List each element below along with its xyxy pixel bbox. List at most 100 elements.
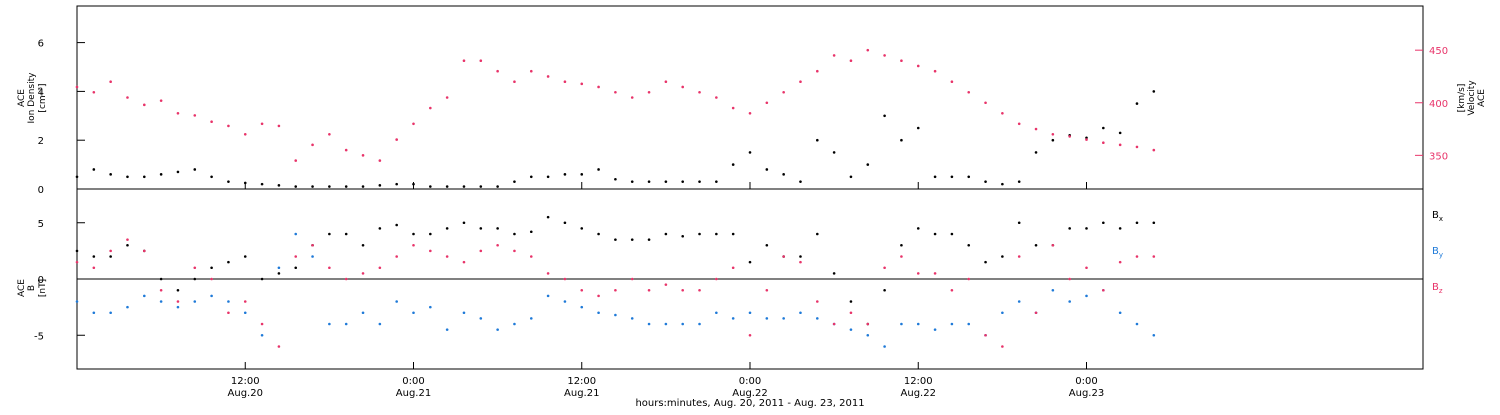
bottom-data-point xyxy=(496,243,499,247)
top-data-point xyxy=(799,180,802,183)
bottom-data-point xyxy=(1085,227,1088,230)
bottom-data-point xyxy=(967,277,971,281)
bottom-data-point xyxy=(782,255,785,258)
top-data-point xyxy=(311,143,314,147)
top-data-point xyxy=(1118,143,1122,147)
bottom-data-point xyxy=(647,322,651,326)
top-data-point xyxy=(580,82,584,86)
top-data-point xyxy=(597,85,600,89)
top-data-point xyxy=(698,90,701,94)
bottom-data-point xyxy=(748,311,752,315)
x-tick-label-date: Aug.22 xyxy=(732,388,767,399)
top-data-point xyxy=(126,175,129,179)
bottom-data-point xyxy=(479,227,483,230)
bottom-data-point xyxy=(159,277,163,281)
bottom-data-point xyxy=(210,277,213,281)
bottom-data-point xyxy=(529,255,533,258)
top-left-axis-label-line2: Ion Density xyxy=(27,72,37,124)
top-data-point xyxy=(429,185,432,188)
bottom-data-point xyxy=(1017,221,1021,225)
top-data-point xyxy=(832,54,836,57)
bottom-data-point xyxy=(479,249,483,253)
bottom-data-point xyxy=(580,288,584,292)
bottom-data-point xyxy=(563,277,567,281)
bottom-data-point xyxy=(496,227,499,230)
bottom-data-point xyxy=(92,266,96,270)
top-right-tick-label: 350 xyxy=(1429,151,1448,162)
bottom-data-point xyxy=(328,266,331,270)
top-data-point xyxy=(361,185,365,188)
bottom-data-point xyxy=(243,311,247,315)
top-data-point xyxy=(782,173,785,176)
bottom-data-point xyxy=(799,260,802,264)
top-data-point xyxy=(950,80,954,84)
top-data-point xyxy=(933,69,937,73)
bottom-data-point xyxy=(328,232,331,236)
top-data-point xyxy=(412,122,415,126)
bottom-data-point xyxy=(1034,311,1038,315)
top-data-point xyxy=(395,182,398,186)
bottom-data-point xyxy=(546,215,550,219)
top-data-point xyxy=(109,173,112,176)
bottom-data-point xyxy=(799,311,802,315)
bottom-data-point xyxy=(816,317,819,320)
bottom-data-point xyxy=(681,234,684,238)
top-data-point xyxy=(816,138,819,142)
bottom-data-point xyxy=(1017,300,1021,303)
top-data-point xyxy=(916,64,920,68)
top-data-point xyxy=(782,90,785,94)
bottom-data-point xyxy=(765,243,769,247)
bottom-data-point xyxy=(1135,221,1139,225)
top-data-point xyxy=(210,120,213,123)
top-right-tick-label: 450 xyxy=(1429,46,1448,57)
top-data-point xyxy=(328,185,331,188)
top-data-point xyxy=(563,173,567,176)
top-data-point xyxy=(866,48,870,52)
top-data-point xyxy=(630,96,634,99)
bottom-data-point xyxy=(698,322,701,326)
x-tick-label-time: 12:00 xyxy=(567,376,596,387)
bottom-data-point xyxy=(1085,266,1088,270)
bottom-data-point xyxy=(109,311,112,315)
top-data-point xyxy=(614,90,617,94)
x-tick-label-time: 0:00 xyxy=(402,376,424,387)
bottom-data-point xyxy=(916,272,920,275)
top-data-point xyxy=(143,175,146,179)
bottom-data-point xyxy=(664,322,668,326)
bottom-data-point xyxy=(412,243,415,247)
bottom-data-point xyxy=(967,322,971,326)
top-data-point xyxy=(176,170,180,174)
bottom-data-point xyxy=(429,249,432,253)
bottom-data-point xyxy=(193,300,197,303)
top-data-point xyxy=(1085,136,1088,140)
top-data-point xyxy=(311,185,314,188)
top-data-point xyxy=(176,111,180,115)
bottom-data-point xyxy=(462,311,466,315)
top-data-point xyxy=(1001,111,1004,115)
bottom-data-point xyxy=(75,260,79,264)
bottom-data-point xyxy=(210,294,213,298)
x-tick-label-time: 12:00 xyxy=(231,376,260,387)
bottom-data-point xyxy=(1017,255,1021,258)
bottom-data-point xyxy=(647,238,651,241)
bottom-data-point xyxy=(950,322,954,326)
top-data-point xyxy=(731,106,735,110)
bottom-data-point xyxy=(883,288,886,292)
bottom-data-point xyxy=(597,232,600,236)
bottom-left-axis: -5 0 5 xyxy=(34,219,85,342)
top-data-point xyxy=(496,185,499,188)
time-axis: 12:00Aug.200:00Aug.2112:00Aug.210:00Aug.… xyxy=(228,182,1104,399)
top-data-point xyxy=(883,54,886,57)
bottom-data-point xyxy=(866,322,870,326)
x-tick-label-date: Aug.21 xyxy=(564,388,599,399)
top-data-point xyxy=(277,184,281,187)
legend-entry-bx: Bx xyxy=(1432,210,1443,223)
x-axis-label: hours:minutes, Aug. 20, 2011 - Aug. 23, … xyxy=(635,398,864,409)
bottom-data-point xyxy=(1152,333,1156,337)
bottom-data-point xyxy=(765,288,769,292)
top-data-points xyxy=(75,48,1156,188)
bottom-data-point xyxy=(378,227,382,230)
bottom-data-point xyxy=(361,311,365,315)
top-data-point xyxy=(1034,127,1038,131)
bottom-data-point xyxy=(1085,294,1088,298)
